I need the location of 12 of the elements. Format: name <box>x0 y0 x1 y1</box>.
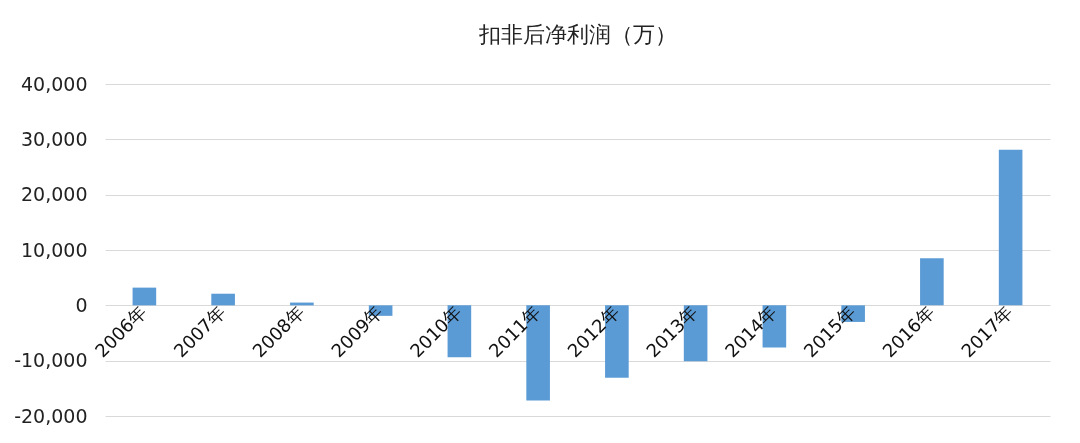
y-tick-label: -20,000 <box>14 404 88 427</box>
bar <box>132 287 157 306</box>
y-tick-label: 10,000 <box>21 238 88 261</box>
y-tick-label: 0 <box>75 293 88 316</box>
chart-title: 扣非后净利润（万） <box>477 22 677 47</box>
bar <box>998 149 1023 306</box>
y-tick-label: 20,000 <box>21 183 88 206</box>
bar <box>920 258 944 306</box>
y-tick-label: 30,000 <box>21 127 88 150</box>
y-tick-label: 40,000 <box>21 72 88 95</box>
y-tick-label: -10,000 <box>14 349 88 372</box>
bar <box>211 293 235 306</box>
